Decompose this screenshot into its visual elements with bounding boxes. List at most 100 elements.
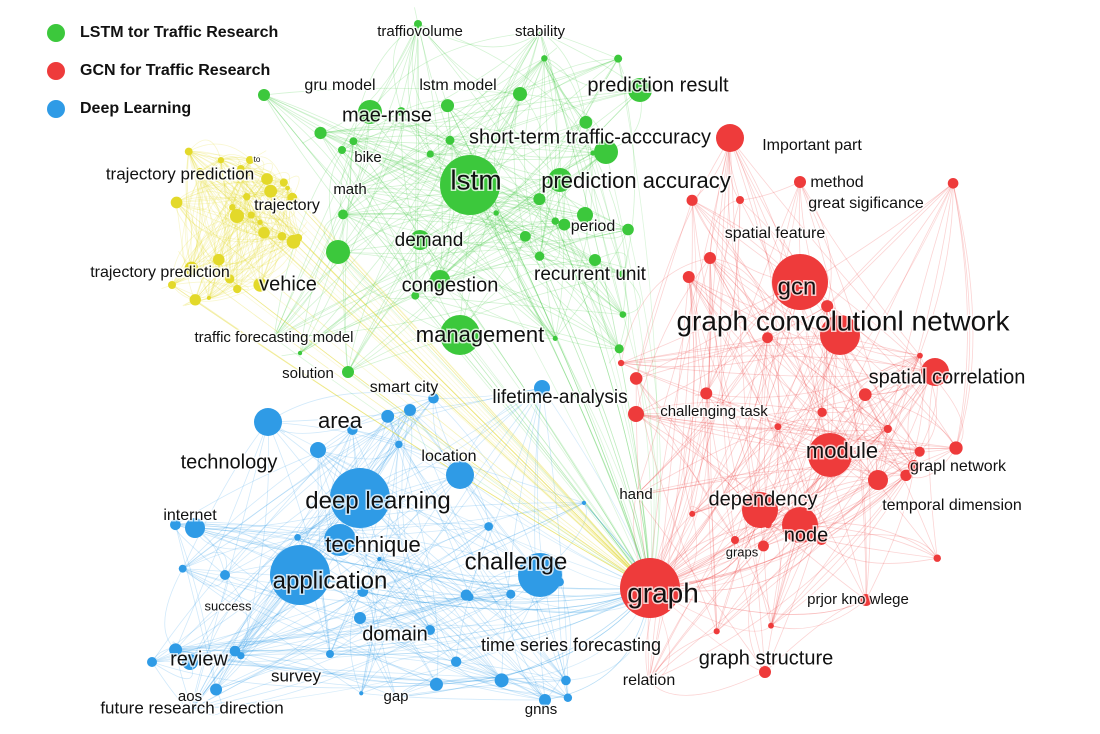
edge xyxy=(838,337,871,601)
edge xyxy=(887,183,954,430)
node-dot xyxy=(396,107,406,117)
edge xyxy=(554,220,651,589)
edge xyxy=(617,58,658,589)
edge xyxy=(456,661,546,701)
edge xyxy=(821,539,938,564)
edge xyxy=(347,198,540,373)
edge xyxy=(237,160,293,199)
node-label: gap xyxy=(383,688,408,705)
edge xyxy=(171,187,288,286)
node-label: short-term traffic-acccuracy xyxy=(469,126,711,148)
edge xyxy=(220,160,252,216)
node-dot xyxy=(338,209,348,220)
node-label: hand xyxy=(619,486,652,503)
edge xyxy=(635,257,711,415)
node-dot xyxy=(426,150,434,158)
edge xyxy=(729,137,930,373)
edge xyxy=(299,574,651,603)
edge xyxy=(218,214,254,264)
node-dot xyxy=(287,192,298,203)
edge xyxy=(513,93,526,237)
node-dot xyxy=(229,204,236,211)
node-label: review xyxy=(170,648,228,670)
edge xyxy=(369,111,629,230)
node-circle xyxy=(330,468,390,528)
edge xyxy=(635,413,736,541)
edge xyxy=(194,527,363,592)
edge xyxy=(175,421,269,650)
edge xyxy=(530,179,561,257)
node-dot xyxy=(563,693,573,702)
edge xyxy=(459,93,521,336)
node-circle xyxy=(620,558,680,618)
edge xyxy=(398,444,569,698)
edge xyxy=(317,449,512,595)
node-circle xyxy=(338,146,346,154)
edge xyxy=(234,444,400,652)
edge xyxy=(691,355,921,515)
edge xyxy=(635,413,888,432)
edge xyxy=(777,426,957,449)
edge xyxy=(299,574,651,603)
edge xyxy=(764,454,831,673)
edge xyxy=(952,183,971,449)
edge xyxy=(171,159,251,286)
edge xyxy=(501,387,543,681)
edge xyxy=(763,447,957,547)
node-circle xyxy=(254,408,282,436)
edge xyxy=(415,235,526,297)
edge xyxy=(770,465,915,627)
edge xyxy=(273,212,497,339)
edge xyxy=(543,58,624,275)
node-dot xyxy=(169,643,183,657)
edge xyxy=(191,537,298,710)
edge xyxy=(349,58,545,191)
edge xyxy=(360,387,543,694)
edge xyxy=(194,527,437,685)
edge xyxy=(539,221,561,262)
node-dot xyxy=(533,193,546,206)
node-label: math xyxy=(333,181,366,198)
edge xyxy=(763,337,839,547)
edge xyxy=(171,215,238,286)
node-circle xyxy=(404,404,416,416)
edge xyxy=(215,558,380,690)
edge xyxy=(459,259,596,336)
node-label: location xyxy=(421,448,476,465)
edge xyxy=(928,371,938,559)
edge xyxy=(690,505,736,541)
edge xyxy=(339,539,546,701)
edge xyxy=(635,451,920,496)
node-dot xyxy=(949,441,963,455)
edge xyxy=(739,181,801,201)
edge xyxy=(352,429,457,662)
edge xyxy=(864,394,938,559)
edge xyxy=(635,378,718,632)
node-dot xyxy=(210,683,223,696)
node-circle xyxy=(354,612,366,624)
node-label: lifetime-analysis xyxy=(492,387,627,408)
edge xyxy=(281,352,301,357)
edge xyxy=(417,23,541,48)
edge xyxy=(224,574,249,656)
node-dot xyxy=(552,335,558,342)
edge xyxy=(649,281,801,589)
edge xyxy=(621,355,936,373)
node-label: node xyxy=(784,524,829,546)
edge xyxy=(763,394,866,547)
edge xyxy=(767,181,801,338)
edge xyxy=(494,212,526,246)
node-circle xyxy=(342,366,354,378)
node-dot xyxy=(261,173,273,185)
edge xyxy=(649,281,801,589)
edge xyxy=(519,93,549,257)
edge xyxy=(175,629,431,651)
edge xyxy=(342,111,371,215)
edge xyxy=(649,479,879,589)
edge xyxy=(748,545,766,673)
edge xyxy=(194,527,651,590)
edge xyxy=(621,334,841,368)
edge xyxy=(273,141,354,339)
edge xyxy=(360,444,400,694)
edge xyxy=(621,344,921,364)
